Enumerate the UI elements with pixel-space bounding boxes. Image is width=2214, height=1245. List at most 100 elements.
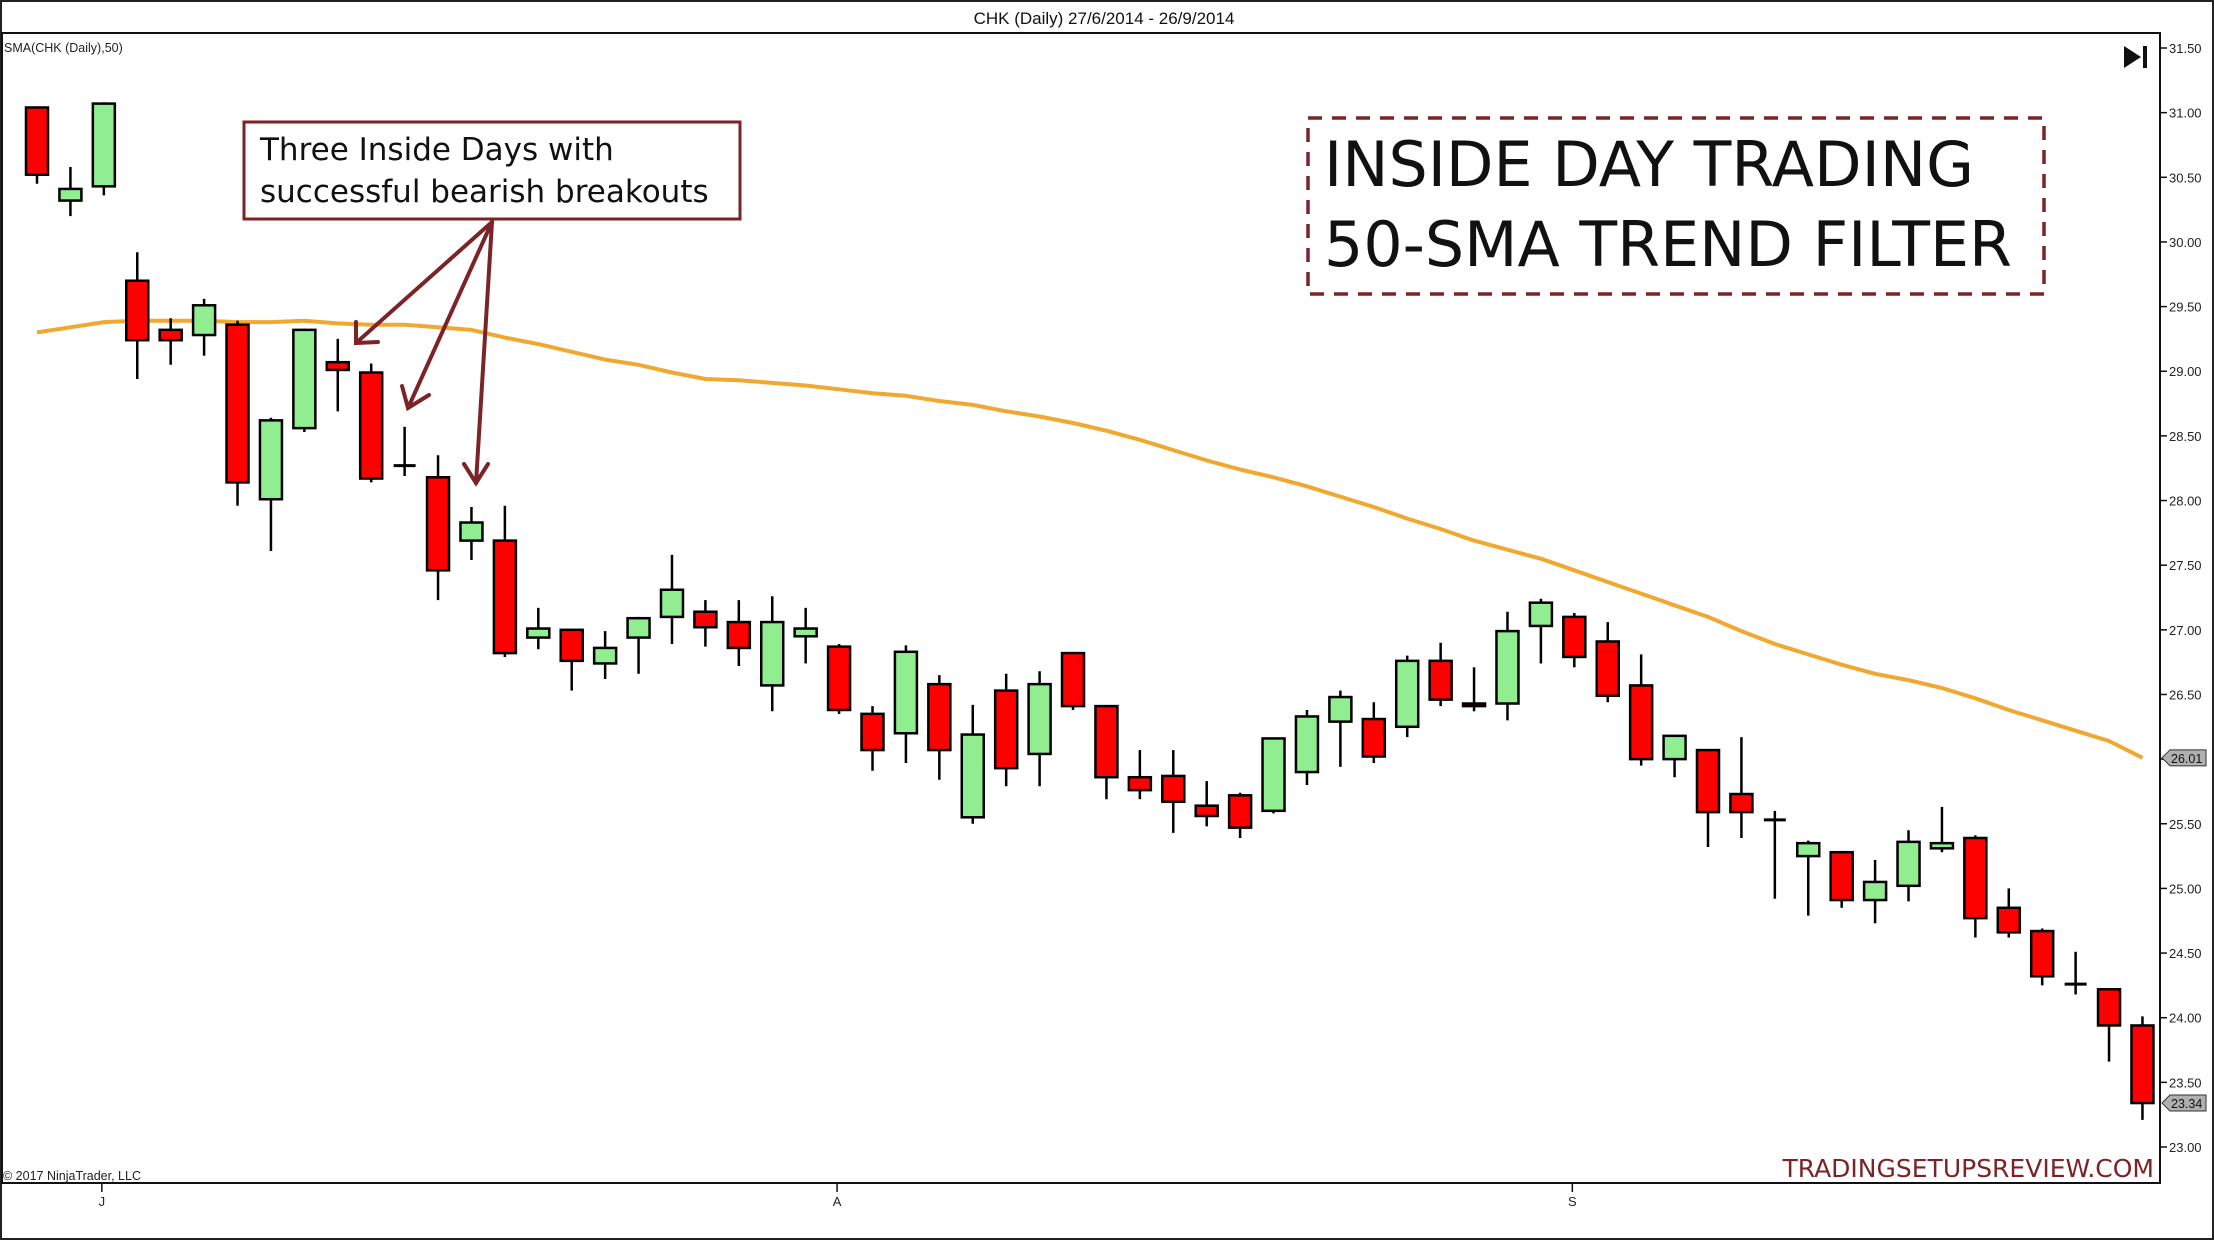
candle[interactable] [960, 704, 986, 824]
candle[interactable] [1896, 830, 1921, 902]
candle-body [1461, 702, 1487, 708]
candle[interactable] [626, 616, 651, 674]
candle[interactable] [592, 631, 618, 679]
candle[interactable] [1763, 810, 1786, 899]
candle[interactable] [893, 645, 919, 763]
candle[interactable] [1461, 667, 1487, 712]
y-tick-label: 23.00 [2169, 1140, 2202, 1155]
candle[interactable] [860, 706, 885, 771]
candle-body [1595, 640, 1620, 698]
candle-body [1628, 684, 1654, 761]
candle[interactable] [1595, 622, 1620, 703]
candle[interactable] [1495, 611, 1520, 721]
x-tick-label-a: A [833, 1194, 842, 1209]
candle[interactable] [1628, 654, 1654, 766]
y-tick-label: 28.00 [2169, 494, 2202, 509]
candle[interactable] [1328, 690, 1353, 767]
candle[interactable] [559, 628, 584, 691]
candle[interactable] [2029, 928, 2055, 986]
candle[interactable] [1261, 737, 1286, 814]
candle[interactable] [1060, 651, 1086, 710]
candle-body [325, 360, 351, 372]
candle[interactable] [826, 644, 852, 714]
candle[interactable] [1796, 840, 1821, 916]
candle[interactable] [1528, 598, 1554, 664]
candle[interactable] [91, 102, 117, 196]
candle-body [58, 187, 83, 202]
y-tick-label: 23.50 [2169, 1075, 2202, 1090]
price-markers: 26.01 23.34 [2161, 749, 2207, 1112]
y-tick-label: 24.50 [2169, 946, 2202, 961]
candle[interactable] [125, 252, 150, 379]
candle[interactable] [526, 607, 551, 650]
candle[interactable] [24, 106, 50, 184]
candle[interactable] [1662, 734, 1687, 778]
candle[interactable] [2096, 987, 2122, 1062]
sma-50-line[interactable] [36, 318, 2144, 760]
candle[interactable] [726, 600, 752, 667]
headline-line-1: INSIDE DAY TRADING [1324, 128, 1974, 201]
candle-body [1027, 682, 1052, 756]
candle[interactable] [1862, 859, 1888, 924]
candle[interactable] [58, 166, 83, 217]
candle-body [2130, 1024, 2155, 1105]
candle[interactable] [1027, 671, 1052, 787]
candle[interactable] [1695, 748, 1721, 848]
candle-body [24, 106, 50, 176]
candle[interactable] [1094, 704, 1119, 800]
candle[interactable] [325, 338, 351, 412]
candle-body [960, 733, 986, 819]
candle-body [191, 304, 217, 337]
skip-to-end-icon[interactable] [2124, 46, 2147, 68]
candle[interactable] [1361, 702, 1387, 763]
headline-box [1306, 116, 2046, 296]
candle[interactable] [1294, 709, 1320, 785]
candle[interactable] [1428, 642, 1453, 707]
candle[interactable] [693, 600, 718, 647]
candle[interactable] [927, 675, 952, 780]
candle[interactable] [659, 554, 685, 645]
candle-body [659, 588, 685, 619]
sma-price-marker: 26.01 [2161, 749, 2207, 767]
candle[interactable] [1562, 613, 1587, 668]
candle[interactable] [358, 363, 384, 483]
candle[interactable] [1227, 792, 1253, 838]
candle[interactable] [459, 506, 484, 561]
candle[interactable] [759, 596, 785, 712]
candle[interactable] [393, 426, 416, 476]
candle-body [1194, 804, 1219, 818]
candle[interactable] [1963, 835, 1988, 938]
candle-body [559, 628, 584, 663]
candle[interactable] [225, 320, 250, 506]
price-axis[interactable]: 31.50 31.00 30.50 30.00 29.50 29.00 28.50 28.00… [2160, 41, 2202, 1155]
candle[interactable] [1394, 655, 1420, 738]
candle[interactable] [1729, 737, 1754, 838]
y-tick-label: 25.00 [2169, 881, 2202, 896]
candle[interactable] [993, 673, 1019, 787]
candle[interactable] [793, 607, 818, 664]
candle[interactable] [1996, 888, 2022, 938]
candle-body [1662, 734, 1687, 761]
candle[interactable] [258, 417, 284, 551]
candle[interactable] [1194, 781, 1219, 827]
candle[interactable] [425, 455, 451, 601]
candle[interactable] [292, 328, 317, 433]
candle[interactable] [191, 298, 217, 356]
candle[interactable] [2130, 1016, 2155, 1120]
candle-body [1796, 841, 1821, 858]
candle-body [860, 712, 885, 752]
candle[interactable] [1829, 850, 1854, 908]
candle[interactable] [1929, 806, 1955, 853]
candle[interactable] [1161, 750, 1186, 833]
candle[interactable] [1127, 750, 1153, 800]
candle-body [826, 645, 852, 712]
x-tick-label-s: S [1568, 1194, 1577, 1209]
candle-body [1896, 840, 1921, 888]
candle[interactable] [158, 318, 183, 365]
callout-arrows [354, 220, 494, 487]
candle[interactable] [2064, 951, 2087, 995]
candle[interactable] [492, 505, 518, 657]
callout-line-1: Three Inside Days with [259, 132, 614, 168]
